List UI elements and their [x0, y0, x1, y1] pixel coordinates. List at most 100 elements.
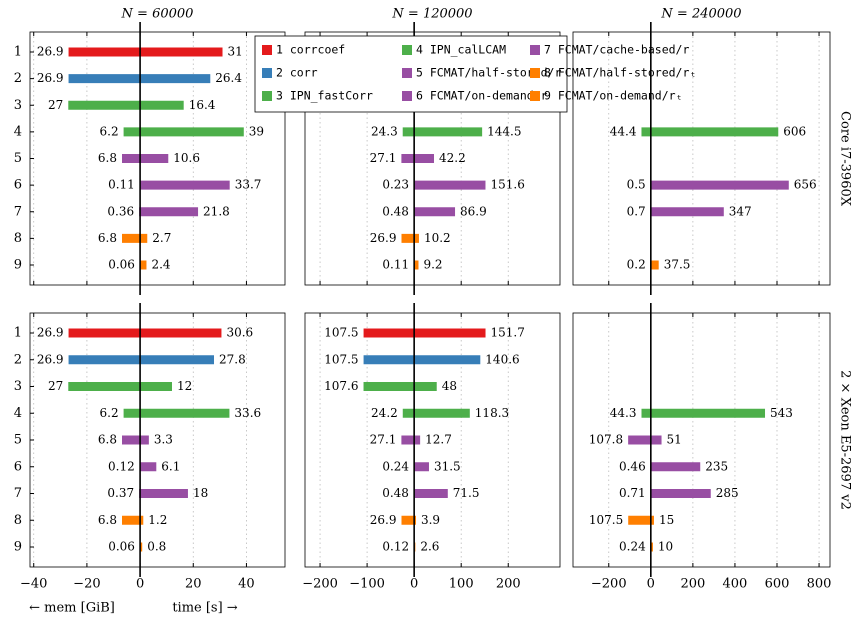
bar	[140, 328, 222, 338]
x-tick-label: −20	[73, 577, 100, 592]
bar	[650, 435, 662, 445]
value-label: 33.7	[235, 178, 262, 192]
bar	[401, 435, 415, 445]
bar	[68, 382, 141, 391]
value-label: 48	[442, 379, 457, 393]
value-label: 26.9	[370, 231, 397, 245]
value-label: 3.3	[154, 433, 173, 447]
value-label: 44.3	[610, 406, 637, 420]
panel-title: N = 120000	[391, 7, 472, 22]
value-label: 151.6	[490, 178, 524, 192]
bar	[414, 435, 421, 445]
bar	[414, 154, 435, 163]
legend-swatch	[530, 45, 540, 55]
bar	[641, 127, 651, 137]
value-label: 24.3	[371, 124, 398, 138]
x-tick-label: 100	[449, 577, 474, 592]
bar	[402, 127, 415, 137]
panel-frame	[304, 31, 561, 286]
value-label: 0.37	[107, 486, 134, 500]
bar	[414, 408, 470, 418]
bar	[402, 408, 415, 418]
x-tick-label: −200	[302, 577, 338, 592]
bar	[140, 154, 169, 163]
legend-swatch	[262, 91, 272, 101]
value-label: 0.12	[108, 459, 135, 473]
value-label: 27	[48, 379, 63, 393]
legend-swatch	[402, 45, 412, 55]
value-label: 6.2	[100, 124, 119, 138]
value-label: 107.5	[324, 326, 358, 340]
x-tick-label: 20	[185, 577, 202, 592]
bar	[68, 328, 141, 338]
value-label: 33.6	[234, 406, 261, 420]
legend-swatch	[530, 91, 540, 101]
bar	[68, 47, 141, 57]
row-label: Core i7-3960X	[838, 111, 853, 207]
bar	[363, 382, 415, 391]
bar	[650, 462, 701, 472]
bar	[68, 355, 141, 365]
bar	[140, 74, 211, 84]
value-label: 2.6	[420, 540, 439, 554]
x-tick-label: 200	[496, 577, 521, 592]
y-tick-label: 6	[14, 178, 22, 193]
panel-title: N = 240000	[660, 7, 741, 22]
bar	[123, 127, 141, 137]
value-label: 6.1	[161, 459, 180, 473]
bar	[122, 154, 141, 163]
value-label: 606	[783, 124, 806, 138]
value-label: 26.4	[215, 71, 242, 85]
bar	[401, 515, 415, 525]
x-tick-label: −40	[20, 577, 47, 592]
y-tick-label: 2	[14, 71, 22, 86]
legend-label: 2 corr	[276, 66, 318, 80]
panel-title: N = 60000	[121, 7, 194, 22]
bar	[414, 328, 486, 338]
bar	[414, 180, 486, 190]
x-tick-label: 0	[410, 577, 418, 592]
x-tick-label: 0	[136, 577, 144, 592]
value-label: 86.9	[460, 204, 487, 218]
value-label: 1.2	[148, 513, 167, 527]
panel-frame	[304, 312, 561, 568]
legend-label: 5 FCMAT/half-stored/r	[416, 66, 561, 80]
value-label: 27.1	[370, 433, 397, 447]
bar	[650, 207, 724, 217]
value-label: 0.7	[627, 204, 646, 218]
y-tick-label: 4	[14, 406, 22, 421]
bar	[140, 260, 147, 270]
bar	[414, 260, 419, 270]
value-label: 144.5	[487, 124, 521, 138]
x-tick-label: 200	[680, 577, 705, 592]
x-tick-label: 800	[807, 577, 832, 592]
bar	[122, 435, 141, 445]
value-label: 6.2	[100, 406, 119, 420]
value-label: 24.2	[371, 406, 398, 420]
bar	[363, 328, 415, 338]
value-label: 0.8	[147, 540, 166, 554]
legend-label: 9 FCMAT/on-demand/rₜ	[544, 89, 682, 103]
value-label: 0.48	[382, 486, 409, 500]
value-label: 27.8	[219, 352, 246, 366]
y-tick-label: 5	[14, 433, 22, 448]
value-label: 118.3	[475, 406, 509, 420]
value-label: 26.9	[37, 326, 64, 340]
legend-label: 4 IPN_calLCAM	[416, 43, 506, 57]
value-label: 107.8	[589, 433, 623, 447]
bar	[140, 127, 244, 137]
value-label: 39	[249, 124, 264, 138]
value-label: 0.06	[108, 258, 135, 272]
legend-label: 7 FCMAT/cache-based/r	[544, 43, 689, 57]
value-label: 37.5	[664, 258, 691, 272]
x-tick-label: 400	[723, 577, 748, 592]
y-tick-label: 5	[14, 151, 22, 166]
bar	[363, 355, 415, 365]
bar	[140, 355, 215, 365]
x-tick-label: −100	[349, 577, 385, 592]
value-label: 10	[658, 540, 673, 554]
bar	[650, 489, 711, 498]
y-tick-label: 4	[14, 124, 22, 139]
value-label: 2.7	[152, 231, 171, 245]
